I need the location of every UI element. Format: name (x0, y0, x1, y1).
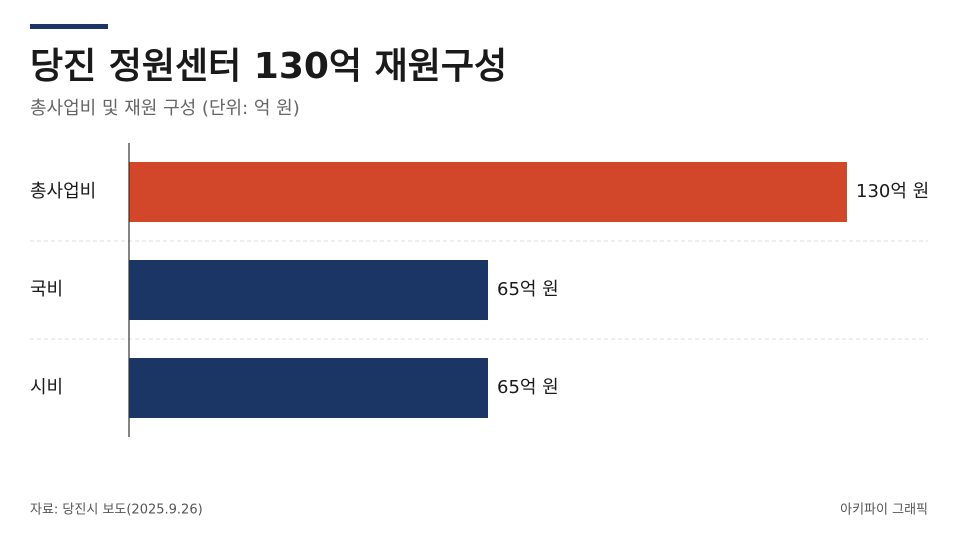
bar (129, 162, 847, 222)
source: 자료: 당진시 보도(2025.9.26) (30, 503, 203, 518)
y-tick-label: 국비 (30, 279, 63, 300)
chart-title: 당진 정원센터 130억 재원구성 (30, 46, 507, 87)
y-tick-label: 총사업비 (30, 181, 96, 202)
credit: 아키파이 그래픽 (840, 503, 928, 518)
accent-bar (30, 24, 108, 29)
y-tick-label: 시비 (30, 377, 63, 398)
value-label: 65억 원 (497, 377, 559, 398)
value-label: 130억 원 (856, 181, 929, 202)
value-label: 65억 원 (497, 279, 559, 300)
chart-subtitle: 총사업비 및 재원 구성 (단위: 억 원) (30, 98, 300, 119)
bar (129, 358, 488, 418)
bar (129, 260, 488, 320)
